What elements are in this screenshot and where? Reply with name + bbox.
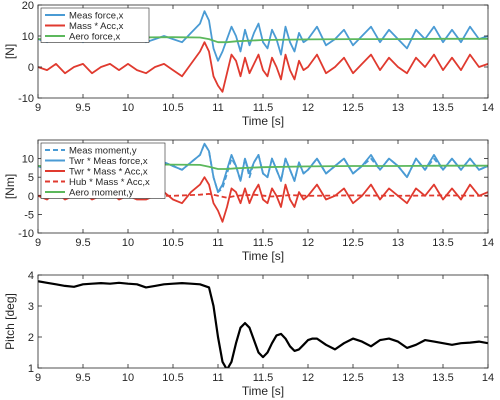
x-tick-label: 13.5 [432, 372, 453, 384]
x-tick-label: 11 [212, 237, 223, 249]
x-tick-label: 13 [392, 372, 404, 384]
x-tick-label: 10 [122, 372, 134, 384]
x-tick-label: 11.5 [253, 372, 274, 384]
y-axis-label: Pitch [deg] [3, 293, 17, 350]
x-axis-label: Time [s] [242, 249, 284, 263]
y-tick-label: 20 [22, 0, 34, 12]
y-tick-label: -10 [18, 228, 34, 240]
chart-2: 9 9.5 10 10.5 11 11.5 12 12.5 13 13.5 14 -10 -5 0 5 10 T… [3, 139, 494, 263]
y-tick-label: 10 [22, 31, 34, 43]
x-tick-label: 11 [212, 102, 223, 114]
y-tick-label: 1 [28, 363, 34, 375]
y-tick-label: 2 [28, 332, 34, 344]
legend-label: Meas moment,y [69, 146, 137, 157]
series-line-2 [38, 41, 488, 93]
legend-label: Mass * Acc,x [69, 21, 124, 32]
y-axis-label: [N] [3, 44, 17, 59]
y-tick-label: -5 [24, 209, 34, 221]
y-axis-label: [Nm] [3, 174, 17, 199]
x-tick-label: 9.5 [75, 372, 90, 384]
y-tick-label: 3 [28, 301, 34, 313]
x-tick-label: 14 [482, 102, 494, 114]
x-tick-label: 9 [35, 237, 41, 249]
x-tick-label: 12 [302, 102, 314, 114]
x-tick-label: 10.5 [162, 237, 183, 249]
x-tick-label: 9.5 [75, 237, 90, 249]
legend-label: Meas force,x [69, 11, 124, 22]
x-tick-label: 11.5 [253, 102, 274, 114]
x-tick-label: 10 [122, 237, 134, 249]
x-tick-label: 10 [122, 102, 134, 114]
x-tick-label: 14 [482, 372, 494, 384]
x-tick-label: 13.5 [432, 102, 453, 114]
x-tick-label: 13.5 [432, 237, 453, 249]
series-line-1 [38, 280, 488, 368]
x-tick-label: 9 [35, 372, 41, 384]
series-group [38, 280, 488, 368]
x-tick-label: 11.5 [253, 237, 274, 249]
x-tick-label: 12.5 [342, 372, 363, 384]
y-tick-label: 0 [28, 62, 34, 74]
legend-label: Aero force,x [69, 32, 120, 43]
legend-box [40, 142, 166, 199]
x-tick-label: 13 [392, 237, 404, 249]
x-tick-label: 9 [35, 102, 41, 114]
x-axis-label: Time [s] [242, 114, 284, 128]
legend-label: Aero moment,y [69, 188, 134, 199]
x-axis-label: Time [s] [242, 384, 284, 398]
chart-1: 9 9.5 10 10.5 11 11.5 12 12.5 13 13.5 14 -10 0 10 20 Ti… [3, 0, 494, 128]
x-tick-label: 11 [212, 372, 223, 384]
x-tick-label: 12 [302, 237, 314, 249]
x-tick-label: 10.5 [162, 102, 183, 114]
x-tick-label: 12.5 [342, 237, 363, 249]
y-tick-label: 4 [28, 270, 34, 282]
x-tick-label: 12 [302, 372, 314, 384]
plot-area [37, 274, 489, 369]
x-tick-label: 14 [482, 237, 494, 249]
legend-label: Hub * Mass * Acc,x [69, 177, 150, 188]
y-tick-label: 0 [28, 191, 34, 203]
y-tick-label: -10 [18, 93, 34, 105]
legend-label: Twr * Meas force,x [69, 156, 148, 167]
x-tick-label: 10.5 [162, 372, 183, 384]
legend-label: Twr * Mass * Acc,x [69, 167, 148, 178]
x-tick-label: 12.5 [342, 102, 363, 114]
y-tick-label: 10 [22, 154, 34, 166]
x-tick-label: 13 [392, 102, 404, 114]
y-tick-label: 5 [28, 172, 34, 184]
x-tick-label: 9.5 [75, 102, 90, 114]
